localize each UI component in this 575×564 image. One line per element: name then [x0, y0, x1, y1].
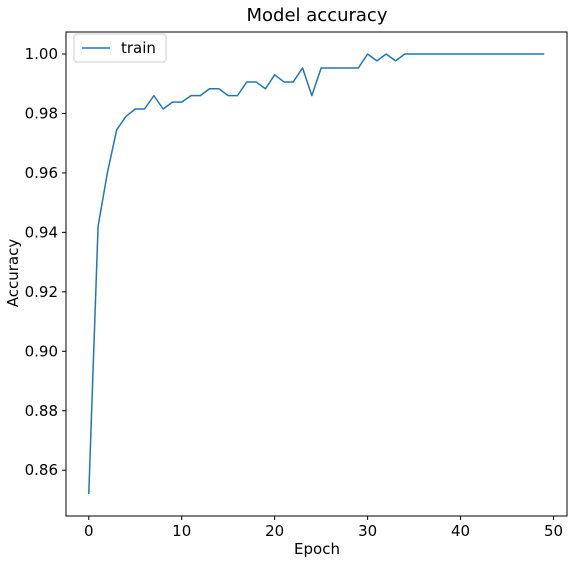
- chart-title: Model accuracy: [247, 5, 388, 26]
- series-line-train: [88, 53, 545, 495]
- legend-box: [73, 33, 167, 63]
- x-axis-title: Epoch: [294, 540, 340, 558]
- y-tick-label: 0.94: [25, 223, 58, 241]
- y-axis-title: Accuracy: [4, 239, 22, 308]
- series-layer: [88, 53, 545, 495]
- y-axis: 0.86 0.88 0.90 0.92 0.94 0.96 0.98 1.00: [25, 45, 66, 479]
- y-tick-label: 0.88: [25, 402, 58, 420]
- x-tick-label: 0: [84, 522, 94, 540]
- x-axis: 0 10 20 30 40 50: [84, 516, 563, 540]
- x-tick-label: 20: [265, 522, 284, 540]
- y-tick-label: 0.96: [25, 164, 58, 182]
- plot-frame: [65, 31, 568, 517]
- x-tick-label: 30: [358, 522, 377, 540]
- x-tick-label: 50: [544, 522, 563, 540]
- x-tick-label: 40: [451, 522, 470, 540]
- y-tick-label: 0.86: [25, 461, 58, 479]
- legend-label-train: train: [121, 39, 156, 57]
- x-tick-label: 10: [172, 522, 191, 540]
- y-tick-label: 0.92: [25, 283, 58, 301]
- y-tick-label: 0.98: [25, 104, 58, 122]
- y-tick-label: 1.00: [25, 45, 58, 63]
- y-tick-label: 0.90: [25, 342, 58, 360]
- legend: train: [73, 33, 167, 63]
